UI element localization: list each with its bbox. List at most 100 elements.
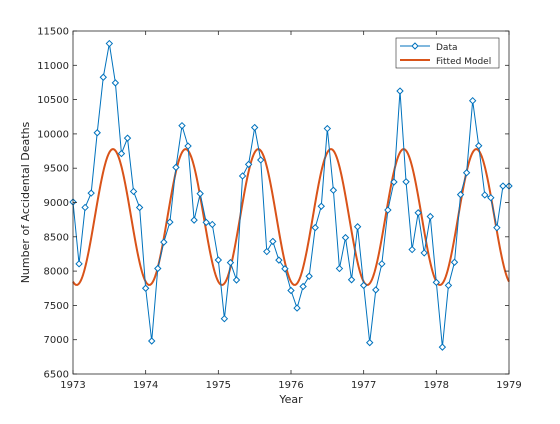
- legend-label-fitted: Fitted Model: [436, 57, 491, 67]
- data-point: [396, 87, 404, 95]
- data-point: [263, 247, 271, 256]
- data-point: [487, 193, 495, 202]
- data-point: [257, 156, 265, 164]
- data-point: [269, 237, 277, 246]
- data-point: [305, 272, 313, 280]
- data-point: [456, 190, 465, 199]
- data-point: [250, 123, 259, 132]
- legend: Data Fitted Model: [395, 37, 500, 69]
- data-point: [287, 286, 295, 295]
- data-point: [105, 39, 114, 48]
- x-axis: 1973 1974 1975 1976 1977 1978 1979: [60, 31, 522, 391]
- legend-box: [395, 37, 500, 69]
- data-point: [481, 191, 489, 199]
- data-point: [317, 202, 325, 210]
- data-point: [450, 258, 459, 266]
- data-point: [196, 189, 204, 198]
- data-point: [75, 260, 83, 268]
- data-point: [160, 238, 168, 246]
- x-tick-label: 1978: [424, 380, 449, 391]
- data-point: [359, 281, 368, 290]
- data-point: [232, 276, 241, 284]
- y-axis-label: Number of Accidental Deaths: [19, 121, 32, 283]
- data-point: [408, 245, 416, 254]
- data-point: [462, 169, 471, 177]
- data-point: [111, 79, 120, 87]
- data-point: [402, 178, 410, 186]
- y-tick-label: 10500: [37, 95, 69, 106]
- data-point: [226, 258, 235, 267]
- data-point: [281, 265, 289, 273]
- y-tick-label: 9500: [44, 164, 69, 175]
- plot-area: [73, 31, 509, 374]
- data-point: [117, 149, 126, 158]
- data-point: [202, 218, 210, 227]
- data-point: [129, 187, 138, 196]
- data-point: [99, 73, 107, 81]
- data-point: [244, 160, 253, 169]
- y-tick-label: 11500: [37, 27, 69, 38]
- data-point: [468, 96, 477, 105]
- data-point: [184, 142, 192, 150]
- data-point: [299, 282, 307, 291]
- x-tick-label: 1973: [60, 380, 85, 391]
- x-tick-label: 1976: [278, 380, 303, 391]
- data-series-layer: [69, 39, 513, 351]
- data-point: [154, 264, 162, 273]
- data-point: [178, 121, 186, 130]
- data-point: [93, 129, 101, 137]
- y-tick-label: 8500: [44, 232, 69, 243]
- data-point: [353, 223, 362, 231]
- data-point: [335, 264, 344, 273]
- data-point: [220, 315, 229, 323]
- data-point: [366, 338, 374, 347]
- data-point: [81, 203, 89, 212]
- data-point: [238, 172, 247, 180]
- data-point: [214, 256, 223, 264]
- data-point: [166, 218, 174, 226]
- x-axis-label: Year: [278, 393, 303, 406]
- data-point: [311, 223, 319, 232]
- data-point: [378, 260, 386, 268]
- data-point: [372, 286, 380, 294]
- data-point: [87, 189, 95, 197]
- data-point: [499, 182, 507, 190]
- data-point: [390, 178, 398, 186]
- data-point: [172, 163, 180, 172]
- data-point: [275, 256, 283, 264]
- y-tick-label: 8000: [44, 267, 69, 278]
- data-point: [141, 284, 150, 292]
- data-point: [432, 278, 441, 287]
- y-tick-label: 11000: [37, 61, 69, 72]
- legend-label-data: Data: [436, 43, 458, 53]
- data-point: [493, 223, 501, 232]
- x-tick-label: 1977: [351, 380, 376, 391]
- y-tick-label: 7000: [44, 335, 69, 346]
- data-point: [148, 337, 156, 345]
- y-axis: 6500 7000 7500 8000 8500 9000 9500 10000 10500 11…: [37, 27, 509, 381]
- y-tick-label: 9000: [44, 198, 69, 209]
- data-point: [323, 124, 332, 133]
- y-tick-label: 10000: [37, 129, 69, 140]
- y-tick-label: 7500: [44, 301, 69, 312]
- data-point: [384, 206, 392, 214]
- y-tick-label: 6500: [44, 370, 69, 381]
- data-point: [420, 249, 428, 257]
- data-point: [414, 209, 422, 217]
- x-tick-label: 1975: [206, 380, 231, 391]
- x-tick-label: 1974: [133, 380, 158, 391]
- x-tick-label: 1979: [496, 380, 521, 391]
- data-point: [135, 203, 144, 212]
- data-point: [341, 233, 350, 242]
- data-point: [438, 343, 447, 351]
- data-point: [208, 220, 216, 229]
- data-point: [190, 216, 198, 224]
- data-point: [347, 276, 356, 284]
- data-point: [475, 142, 483, 150]
- data-point: [329, 186, 338, 194]
- data-point: [123, 134, 132, 142]
- legend-marker-data: [411, 42, 419, 50]
- data-point: [293, 304, 301, 312]
